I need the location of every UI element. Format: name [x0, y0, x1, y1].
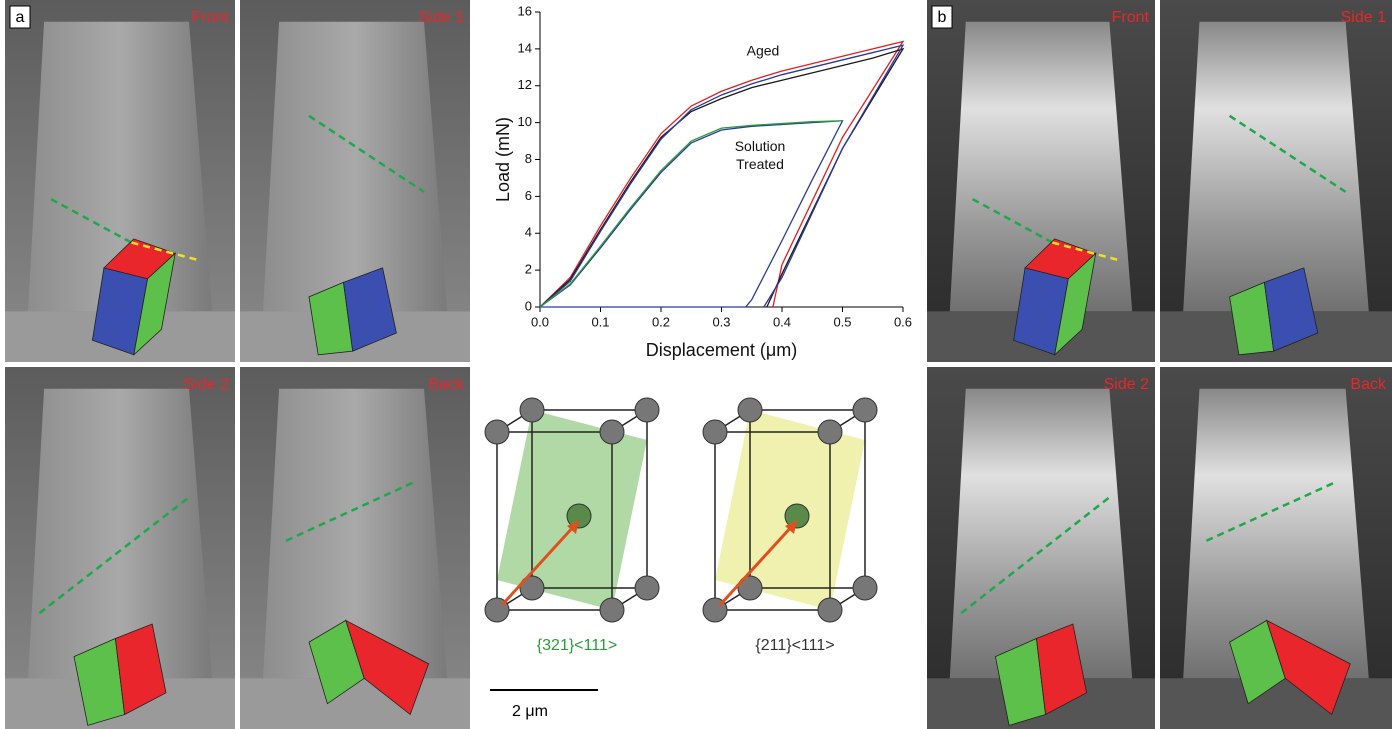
crystal-diagrams: {321}<111> {211}<111>: [485, 398, 877, 654]
atom: [818, 420, 842, 444]
x-axis-title: Displacement (μm): [646, 340, 797, 360]
atom: [635, 398, 659, 422]
load-curve: [540, 42, 903, 308]
load-chart: 0 2 4 6 8 10 12 14 16 0.0 0.1 0.2 0.3 0.4 0.5 0.6 Displa…: [493, 3, 912, 359]
y-tick-label: 16: [518, 3, 532, 18]
y-tick-label: 10: [518, 114, 532, 129]
view-label: Side 1: [419, 9, 464, 26]
image-panels: Front a Side 1 Side 2 Back Front b Side 1 Side 2…: [5, 0, 1392, 729]
panel-label: a: [16, 9, 25, 26]
plane-label: {211}<111>: [755, 637, 834, 654]
view-label: Front: [1112, 9, 1150, 26]
x-tick-label: 0.5: [833, 314, 851, 329]
view-label: Side 2: [184, 376, 229, 393]
x-tick-label: 0.4: [773, 314, 791, 329]
pillar: [950, 389, 1132, 679]
sem-image: Side 2: [927, 367, 1155, 729]
atom: [703, 420, 727, 444]
atom: [818, 598, 842, 622]
view-label: Back: [1350, 376, 1387, 393]
x-tick-label: 0.1: [591, 314, 609, 329]
plane-label: {321}<111>: [537, 637, 617, 654]
sem-image: Side 1: [240, 0, 470, 362]
x-tick-label: 0.0: [531, 314, 549, 329]
atom: [635, 576, 659, 600]
view-label: Side 2: [1104, 376, 1149, 393]
substrate: [1160, 678, 1392, 729]
load-curve: [540, 49, 903, 307]
substrate: [240, 678, 470, 729]
atom: [853, 576, 877, 600]
load-curve: [540, 121, 843, 307]
y-axis-title: Load (mN): [493, 117, 513, 202]
view-label: Front: [192, 9, 230, 26]
y-tick-label: 0: [525, 298, 532, 313]
atom: [738, 398, 762, 422]
atom: [485, 420, 509, 444]
y-tick-label: 12: [518, 77, 532, 92]
y-tick-label: 2: [525, 262, 532, 277]
load-curve: [540, 45, 903, 307]
sem-image: Side 2: [5, 367, 235, 729]
sem-image: Back: [1160, 367, 1392, 729]
y-tick-label: 8: [525, 151, 532, 166]
figure: Front a Side 1 Side 2 Back Front b Side 1 Side 2…: [0, 0, 1400, 729]
bcc-cell: {211}<111>: [703, 398, 877, 654]
sem-image: Back: [240, 367, 470, 729]
pillar: [1183, 22, 1369, 312]
y-tick-label: 4: [525, 225, 532, 240]
load-curve: [540, 121, 843, 307]
atom: [600, 598, 624, 622]
view-label: Back: [428, 376, 465, 393]
pillar: [263, 22, 447, 312]
scale-bar-label: 2 μm: [512, 703, 548, 720]
x-tick-label: 0.6: [894, 314, 912, 329]
atom: [853, 398, 877, 422]
view-label: Side 1: [1341, 9, 1386, 26]
panel-label: b: [938, 9, 947, 26]
y-tick-label: 6: [525, 188, 532, 203]
x-tick-label: 0.3: [712, 314, 730, 329]
bcc-cell: {321}<111>: [485, 398, 659, 654]
sem-image: Front a: [5, 0, 235, 362]
atom: [520, 398, 544, 422]
x-tick-label: 0.2: [652, 314, 670, 329]
y-tick-label: 14: [518, 40, 532, 55]
annotation: Aged: [747, 43, 780, 59]
sem-image: Side 1: [1160, 0, 1392, 362]
pillar: [28, 389, 212, 679]
atom: [600, 420, 624, 444]
sem-image: Front b: [927, 0, 1155, 362]
